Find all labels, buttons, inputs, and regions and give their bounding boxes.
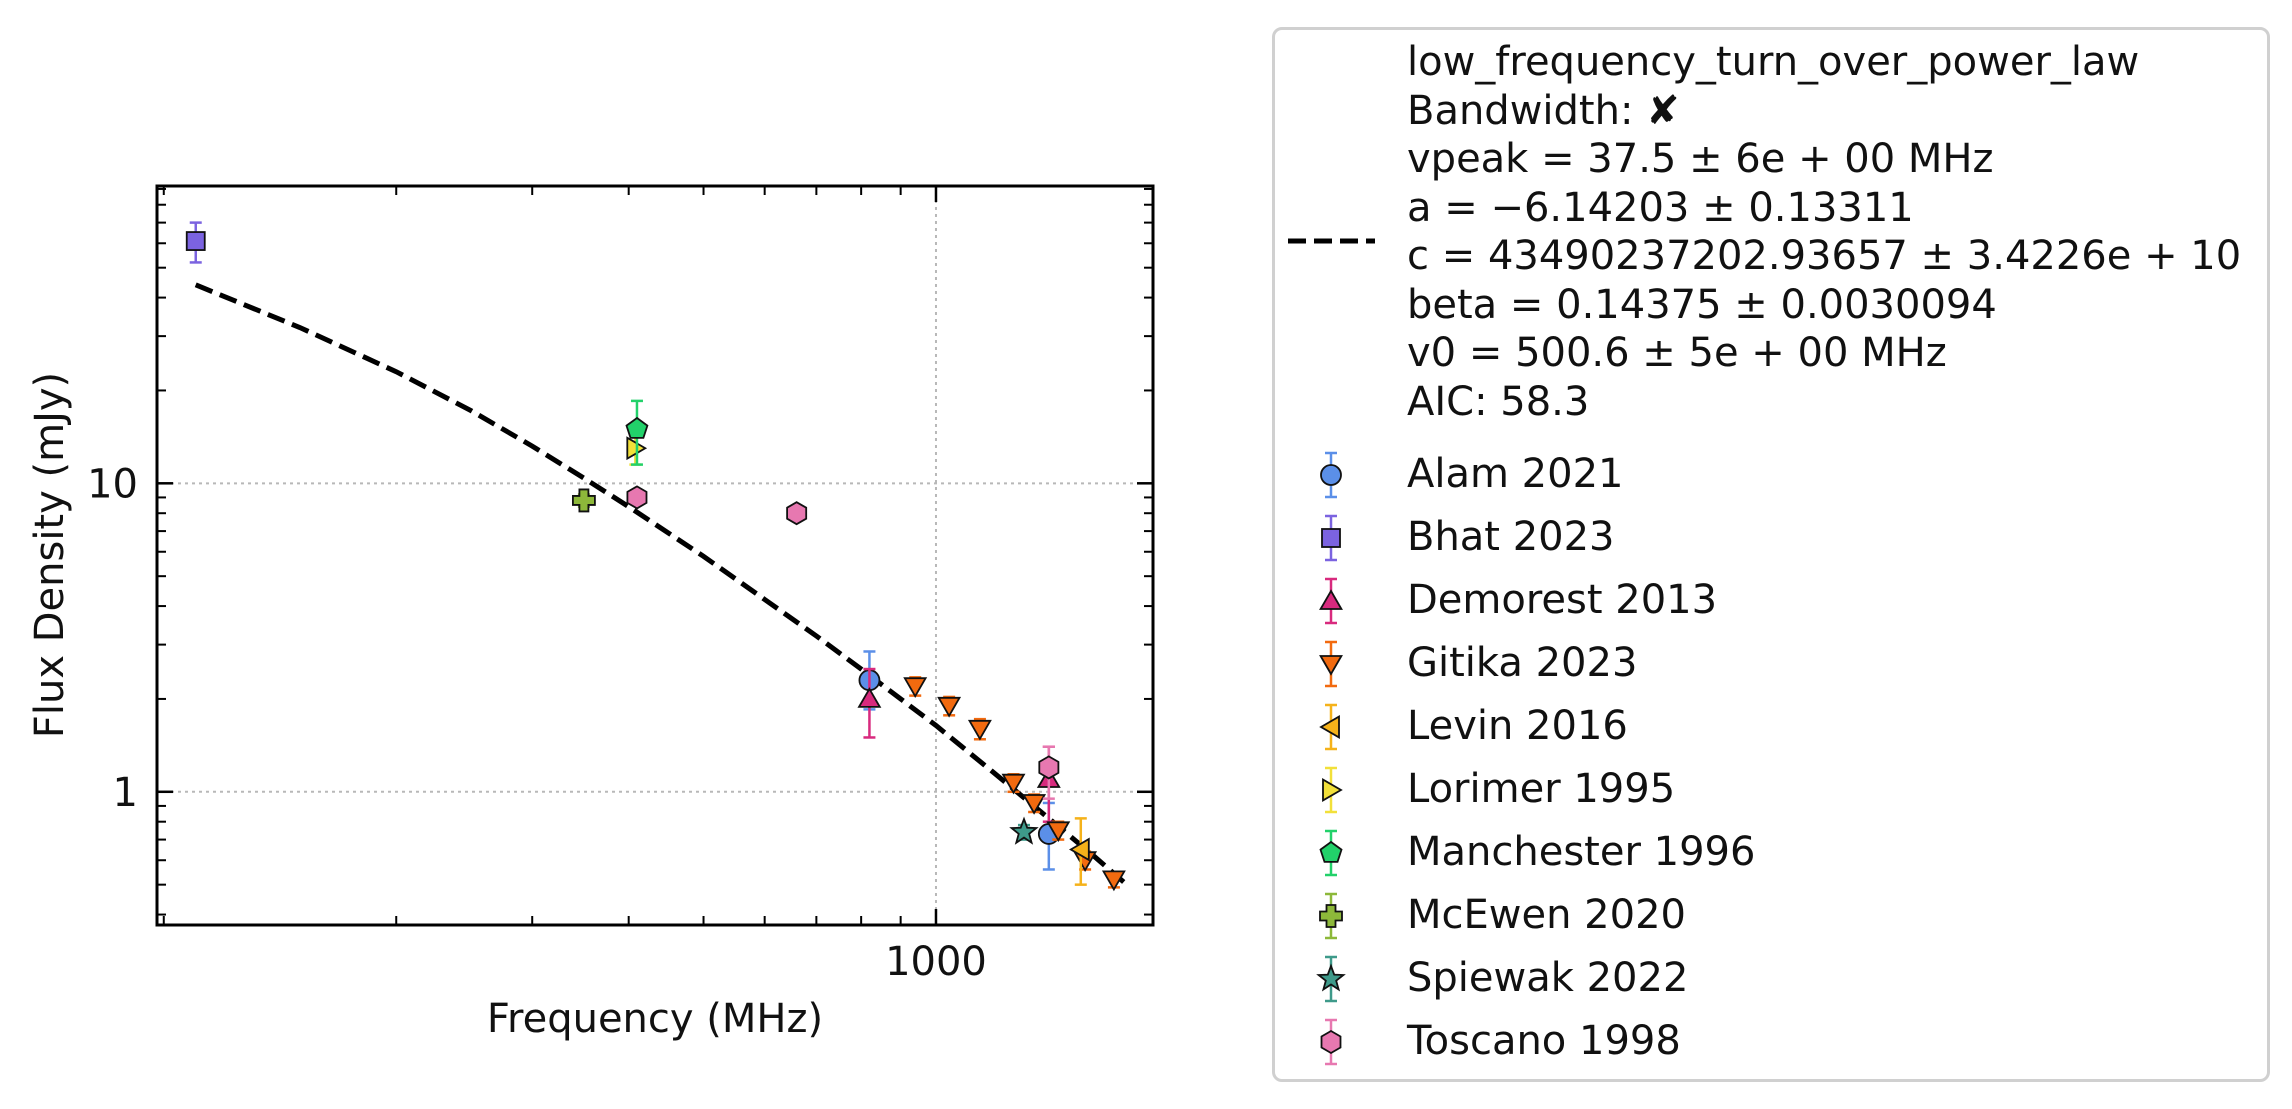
series-levin-2016: [1069, 817, 1090, 886]
legend-series-label: Toscano 1998: [1407, 1018, 1681, 1064]
legend-fit-line: AIC: 58.3: [1407, 378, 1590, 425]
y-tick-label: 1: [113, 770, 138, 816]
series-manchester-1996: [625, 399, 649, 466]
data-point: [572, 488, 596, 513]
plot-frame: [155, 184, 1155, 927]
data-point: [903, 677, 928, 698]
legend-series-label: Gitika 2023: [1407, 640, 1638, 686]
axis-ticks: [157, 186, 1153, 925]
tick-labels: 1000 1 10: [87, 461, 987, 985]
data-point: [967, 719, 992, 741]
legend-series-label: Demorest 2013: [1407, 577, 1718, 623]
legend-fit-line: low_frequency_turn_over_power_law: [1407, 39, 2140, 85]
legend-fit-line: v0 = 500.6 ± 5e + 00 MHz: [1407, 330, 1947, 376]
legend-series-label: Manchester 1996: [1407, 829, 1756, 875]
legend-series-label: Alam 2021: [1407, 451, 1624, 497]
data-point: [937, 696, 962, 718]
legend-fit-line: a = −6.14203 ± 0.13311: [1407, 184, 1914, 231]
legend-fit-line: vpeak = 37.5 ± 6e + 00 MHz: [1407, 136, 1994, 182]
legend-series-label: McEwen 2020: [1407, 892, 1686, 938]
legend: [1272, 27, 2270, 1082]
data-point: [625, 416, 649, 439]
grid: [157, 186, 1153, 925]
data-point: [1046, 821, 1071, 843]
data-point: [1069, 837, 1090, 862]
data-point: [1101, 870, 1126, 892]
series-gitika-2023: [903, 676, 1126, 892]
series-mcewen-2020: [572, 488, 596, 513]
x-tick-label: 1000: [885, 939, 987, 985]
data-points: [185, 221, 1126, 892]
y-axis-label: Flux Density (mJy): [27, 372, 73, 738]
data-point: [1001, 773, 1026, 795]
data-point: [185, 231, 206, 251]
y-tick-label: 10: [87, 461, 138, 507]
data-point: [857, 687, 882, 708]
data-point: [1038, 755, 1060, 780]
legend-fit-line: Bandwidth: ✘: [1407, 87, 1680, 134]
legend-fit-line: c = 43490237202.93657 ± 3.4226e + 10: [1407, 233, 2242, 279]
x-axis-label: Frequency (MHz): [487, 996, 823, 1042]
legend-series-label: Lorimer 1995: [1407, 766, 1676, 812]
data-point: [626, 485, 648, 510]
legend-series-label: Spiewak 2022: [1407, 955, 1689, 1001]
series-toscano-1998: [626, 485, 1060, 800]
legend-fit-line: beta = 0.14375 ± 0.0030094: [1407, 281, 1997, 328]
data-point: [786, 501, 808, 526]
legend-series-label: Bhat 2023: [1407, 514, 1615, 560]
data-point: [1022, 794, 1047, 815]
data-point: [1009, 816, 1039, 845]
series-spiewak-2022: [1009, 816, 1039, 845]
series-bhat-2023: [185, 221, 206, 264]
legend-series-label: Levin 2016: [1407, 703, 1628, 749]
